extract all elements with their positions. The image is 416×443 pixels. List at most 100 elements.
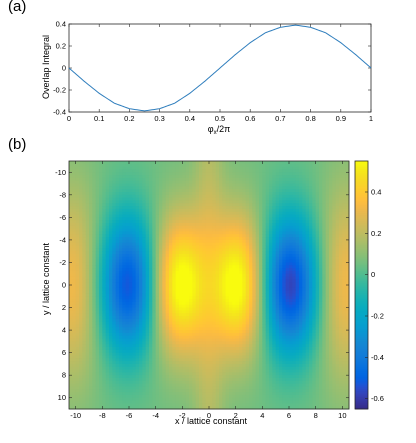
heatmap-cell bbox=[142, 217, 147, 221]
heatmap-cell bbox=[149, 378, 153, 382]
x-tick-label: 0.6 bbox=[245, 114, 255, 123]
heatmap-cell bbox=[192, 358, 197, 362]
heatmap-cell bbox=[185, 234, 190, 238]
heatmap-cell bbox=[122, 358, 127, 362]
heatmap-cell bbox=[219, 358, 223, 362]
heatmap-cell bbox=[219, 341, 223, 345]
heatmap-cell bbox=[165, 316, 170, 320]
heatmap-cell bbox=[245, 316, 250, 320]
heatmap-cell bbox=[182, 282, 187, 286]
heatmap-cell bbox=[199, 175, 203, 179]
heatmap-cell bbox=[92, 285, 97, 289]
heatmap-cell bbox=[195, 231, 200, 235]
heatmap-cell bbox=[199, 211, 203, 216]
heatmap-cell bbox=[75, 172, 80, 176]
heatmap-cell bbox=[232, 296, 237, 300]
heatmap-cell bbox=[212, 282, 217, 286]
heatmap-cell bbox=[112, 189, 117, 193]
heatmap-cell bbox=[249, 330, 253, 334]
heatmap-cell bbox=[129, 344, 133, 348]
heatmap-cell bbox=[149, 211, 153, 216]
heatmap-cell bbox=[209, 223, 213, 227]
heatmap-cell bbox=[125, 169, 130, 173]
heatmap-cell bbox=[69, 363, 73, 368]
heatmap-cell bbox=[235, 268, 240, 272]
heatmap-cell bbox=[169, 392, 173, 396]
heatmap-cell bbox=[209, 203, 213, 207]
heatmap-cell bbox=[125, 276, 130, 280]
heatmap-cell bbox=[185, 276, 190, 280]
heatmap-cell bbox=[92, 389, 97, 393]
heatmap-cell bbox=[145, 175, 150, 179]
heatmap-cell bbox=[75, 166, 80, 170]
heatmap-cell bbox=[142, 206, 147, 210]
heatmap-cell bbox=[175, 239, 180, 244]
heatmap-cell bbox=[99, 265, 103, 269]
heatmap-cell bbox=[152, 183, 157, 187]
heatmap-cell bbox=[92, 347, 97, 351]
heatmap-cell bbox=[85, 282, 90, 286]
heatmap-cell bbox=[125, 282, 130, 286]
heatmap-cell bbox=[89, 383, 93, 387]
heatmap-cell bbox=[235, 259, 240, 263]
heatmap-cell bbox=[155, 335, 160, 340]
heatmap-cell bbox=[252, 245, 257, 249]
heatmap-cell bbox=[169, 239, 173, 244]
heatmap-cell bbox=[155, 214, 160, 218]
heatmap-cell bbox=[119, 366, 123, 371]
heatmap-cell bbox=[155, 163, 160, 168]
heatmap-cell bbox=[125, 363, 130, 368]
heatmap-cell bbox=[205, 375, 210, 379]
heatmap-cell bbox=[79, 403, 83, 407]
heatmap-cell bbox=[172, 335, 177, 340]
heatmap-cell bbox=[235, 375, 240, 379]
heatmap-cell bbox=[155, 389, 160, 393]
heatmap-cell bbox=[202, 217, 207, 221]
heatmap-cell bbox=[199, 172, 203, 176]
heatmap-cell bbox=[182, 248, 187, 252]
heatmap-cell bbox=[165, 242, 170, 247]
heatmap-cell bbox=[185, 318, 190, 323]
heatmap-cell bbox=[245, 285, 250, 289]
heatmap-cell bbox=[132, 166, 137, 170]
heatmap-cell bbox=[252, 318, 257, 323]
heatmap-cell bbox=[152, 324, 157, 328]
heatmap-cell bbox=[175, 262, 180, 266]
heatmap-cell bbox=[165, 375, 170, 379]
heatmap-cell bbox=[165, 307, 170, 311]
heatmap-cell bbox=[235, 231, 240, 235]
heatmap-cell bbox=[219, 166, 223, 170]
heatmap-cell bbox=[219, 369, 223, 373]
heatmap-cell bbox=[95, 248, 100, 252]
heatmap-cell bbox=[159, 304, 163, 309]
heatmap-cell bbox=[252, 166, 257, 170]
heatmap-cell bbox=[239, 330, 243, 334]
heatmap-cell bbox=[242, 296, 247, 300]
heatmap-cell bbox=[119, 225, 123, 230]
heatmap-cell bbox=[115, 304, 120, 309]
heatmap-cell bbox=[179, 239, 183, 244]
heatmap-cell bbox=[162, 270, 167, 275]
heatmap-cell bbox=[149, 231, 153, 235]
heatmap-cell bbox=[82, 361, 87, 365]
heatmap-cell bbox=[175, 248, 180, 252]
heatmap-cell bbox=[119, 392, 123, 396]
heatmap-cell bbox=[119, 228, 123, 232]
heatmap-cell bbox=[162, 214, 167, 218]
heatmap-cell bbox=[122, 276, 127, 280]
heatmap-cell bbox=[82, 285, 87, 289]
heatmap-cell bbox=[202, 262, 207, 266]
heatmap-cell bbox=[165, 397, 170, 402]
heatmap-cell bbox=[115, 389, 120, 393]
heatmap-cell bbox=[252, 228, 257, 232]
heatmap-cell bbox=[199, 161, 203, 165]
heatmap-cell bbox=[169, 197, 173, 201]
heatmap-cell bbox=[189, 282, 193, 286]
heatmap-cell bbox=[162, 234, 167, 238]
heatmap-cell bbox=[225, 254, 230, 258]
heatmap-cell bbox=[172, 180, 177, 185]
heatmap-cell bbox=[182, 301, 187, 306]
heatmap-cell bbox=[165, 239, 170, 244]
heatmap-cell bbox=[159, 347, 163, 351]
heatmap-cell bbox=[195, 161, 200, 165]
